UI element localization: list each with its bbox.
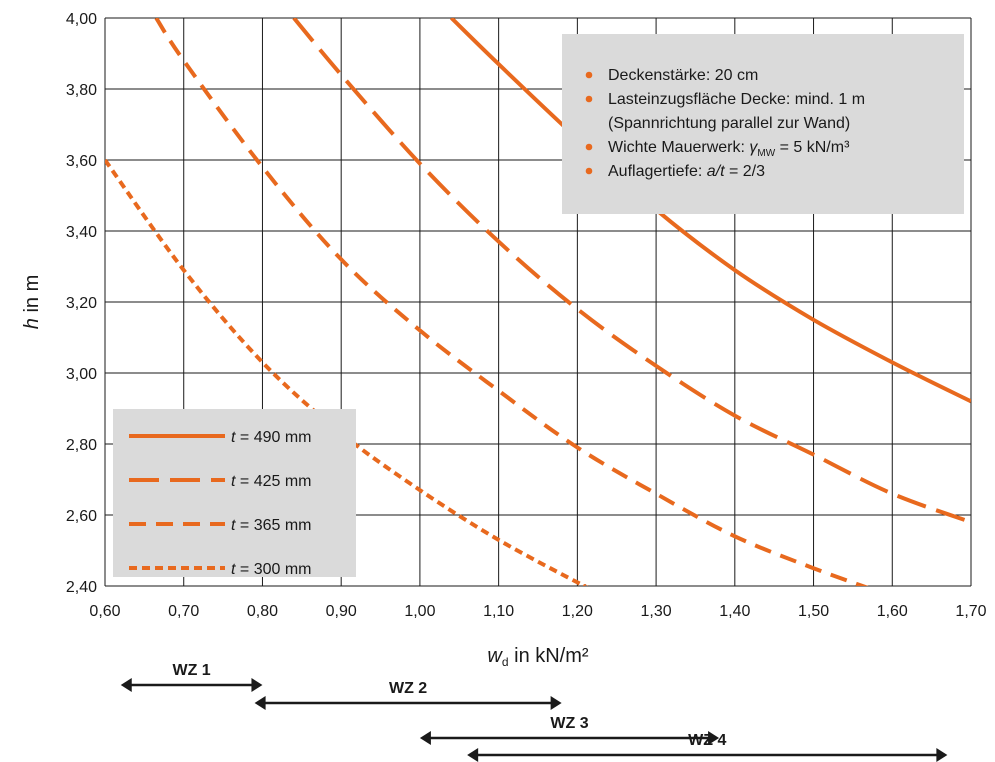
wz-arrowhead-right-3 <box>708 731 720 745</box>
wz-arrowhead-right-4 <box>936 748 948 762</box>
legend: t = 490 mm t = 425 mm t = 365 mm t = 300 mm <box>113 409 356 578</box>
tick-labels: 0,60 0,70 0,80 0,90 1,00 1,10 1,20 1,30 1,40 1,50… <box>66 11 987 620</box>
x-tick-label: 0,90 <box>326 603 357 620</box>
y-axis-title: h in m <box>21 275 43 329</box>
wz-arrowhead-left-1 <box>120 678 132 692</box>
x-tick-label: 1,40 <box>719 603 750 620</box>
y-tick-label: 2,40 <box>66 579 97 596</box>
x-tick-label: 1,60 <box>877 603 908 620</box>
series-line-1 <box>450 18 971 404</box>
series-line-2 <box>292 18 971 524</box>
note-line-4: Wichte Mauerwerk: γMW = 5 kN/m³ <box>608 139 850 159</box>
wz-label-4: WZ 4 <box>688 732 726 749</box>
y-tick-label: 2,60 <box>66 508 97 525</box>
wz-arrowhead-right-1 <box>251 678 263 692</box>
legend-label-1: t = 490 mm <box>231 429 311 446</box>
note-bullet <box>585 95 593 103</box>
wz-label-2: WZ 2 <box>389 680 427 697</box>
wz-arrowhead-right-2 <box>550 696 562 710</box>
x-tick-label: 1,20 <box>562 603 593 620</box>
note-line-1: Deckenstärke: 20 cm <box>608 67 758 84</box>
note-line-2: Lasteinzugsfläche Decke: mind. 1 m <box>608 91 865 108</box>
x-tick-label: 0,70 <box>168 603 199 620</box>
x-tick-label: 1,70 <box>955 603 986 620</box>
y-tick-label: 2,80 <box>66 437 97 454</box>
y-tick-label: 3,60 <box>66 153 97 170</box>
series-line-3 <box>154 18 869 586</box>
notes-box: Deckenstärke: 20 cm Lasteinzugsfläche Dec… <box>562 34 964 214</box>
y-tick-label: 3,40 <box>66 224 97 241</box>
note-line-3: (Spannrichtung parallel zur Wand) <box>608 115 850 132</box>
x-tick-label: 1,10 <box>483 603 514 620</box>
legend-label-2: t = 425 mm <box>231 473 311 490</box>
y-tick-label: 3,80 <box>66 82 97 99</box>
y-tick-label: 3,00 <box>66 366 97 383</box>
note-bullet <box>585 71 593 79</box>
wz-label-1: WZ 1 <box>172 662 210 679</box>
wz-arrowhead-left-2 <box>254 696 266 710</box>
y-tick-label: 3,20 <box>66 295 97 312</box>
x-tick-label: 0,80 <box>247 603 278 620</box>
legend-label-4: t = 300 mm <box>231 561 311 578</box>
note-line-5: Auflagertiefe: a/t = 2/3 <box>608 163 765 180</box>
y-tick-label: 4,00 <box>66 11 97 28</box>
wind-zones: WZ 1 WZ 2 WZ 3 WZ 4 <box>120 662 948 762</box>
x-axis-title: wd in kN/m² <box>487 645 588 669</box>
note-bullet <box>585 167 593 175</box>
notes-background <box>562 34 964 214</box>
wz-label-3: WZ 3 <box>550 715 588 732</box>
x-tick-label: 1,00 <box>404 603 435 620</box>
x-tick-label: 0,60 <box>89 603 120 620</box>
x-tick-label: 1,30 <box>641 603 672 620</box>
wz-arrowhead-left-4 <box>467 748 479 762</box>
x-tick-label: 1,50 <box>798 603 829 620</box>
note-bullet <box>585 143 593 151</box>
wz-arrowhead-left-3 <box>419 731 431 745</box>
legend-label-3: t = 365 mm <box>231 517 311 534</box>
